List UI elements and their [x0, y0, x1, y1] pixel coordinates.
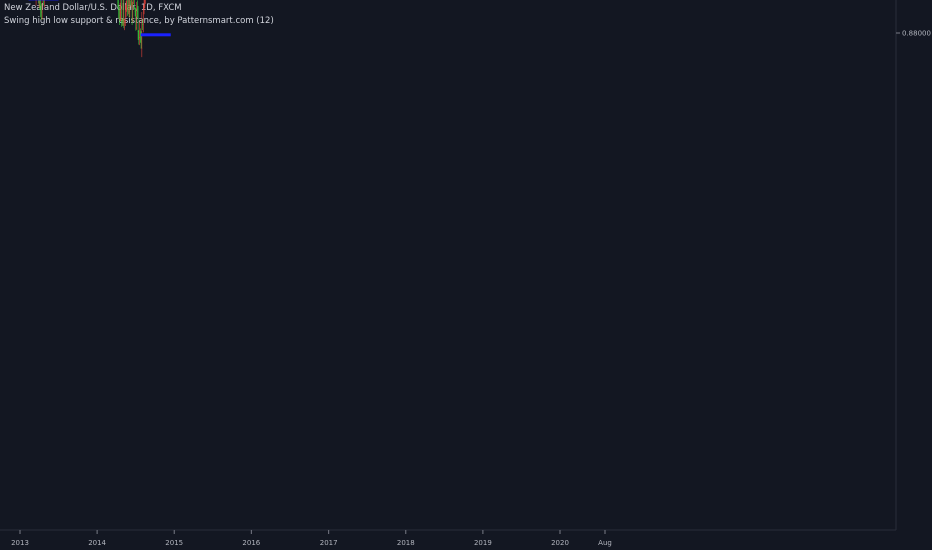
- candle-body: [134, 11, 136, 13]
- candle-body: [142, 24, 144, 25]
- swing-high-marker: [140, 33, 171, 37]
- candle-body: [139, 37, 140, 38]
- candle-body: [39, 0, 41, 1]
- candle-body: [130, 3, 132, 5]
- candle-body: [126, 6, 128, 7]
- candle-body: [121, 25, 123, 26]
- candle-body: [128, 11, 130, 13]
- candle-body: [136, 11, 138, 12]
- candle-body: [142, 24, 143, 25]
- candle-body: [136, 27, 137, 29]
- candle-body: [121, 21, 122, 23]
- candle-body: [131, 18, 133, 19]
- candle-body: [119, 17, 121, 19]
- candle-body: [132, 18, 134, 19]
- candle-body: [40, 11, 42, 13]
- candle-body: [124, 21, 125, 22]
- candle-body: [133, 3, 134, 4]
- candle-body: [137, 31, 139, 33]
- candle-body: [124, 21, 126, 22]
- time-axis: 2013 2014 2015 2016 2017 2018 2019 2020 Aug: [0, 529, 896, 547]
- candle-body: [143, 6, 145, 8]
- x-tick-label: 2013: [11, 539, 29, 547]
- x-tick-label: 2015: [165, 539, 183, 547]
- x-tick-label: 2016: [242, 539, 260, 547]
- candle-body: [140, 47, 142, 49]
- candle-body: [125, 9, 127, 10]
- x-tick-label: 2018: [397, 539, 415, 547]
- candle-body: [120, 12, 122, 13]
- candle-body: [127, 7, 129, 9]
- y-tick-label: 0.86000: [902, 0, 931, 2]
- y-tick-label: 0.88000: [902, 30, 931, 38]
- x-tick-label: 2019: [474, 539, 492, 547]
- candle-body: [133, 8, 135, 9]
- candle-body: [123, 21, 125, 22]
- candle-body: [127, 7, 128, 9]
- candle-body: [144, 4, 146, 6]
- candle-body: [129, 11, 131, 13]
- swing-markers-layer: [28, 0, 171, 37]
- candle-body: [118, 17, 120, 19]
- x-tick-label: 2017: [320, 539, 338, 547]
- price-axis: 0.880000.860000.840000.820000.800000.780…: [895, 0, 931, 530]
- candle-body: [117, 2, 119, 3]
- candle-body: [139, 32, 141, 33]
- x-tick-label: 2014: [88, 539, 106, 547]
- candles-layer: [35, 0, 146, 58]
- chart-title: New Zealand Dollar/U.S. Dollar, 1D, FXCM: [4, 3, 182, 13]
- candle-body: [40, 7, 41, 9]
- candle-body: [138, 37, 140, 38]
- candle-body: [122, 25, 124, 26]
- candle-body: [135, 27, 137, 29]
- candle-body: [141, 47, 143, 49]
- candle-body: [118, 9, 119, 11]
- candle-body: [130, 3, 131, 5]
- indicator-label: Swing high low support & resistance, by …: [4, 16, 274, 26]
- x-tick-label: 2020: [551, 539, 569, 547]
- x-tick-label: Aug: [598, 539, 612, 547]
- candle-body: [41, 11, 43, 13]
